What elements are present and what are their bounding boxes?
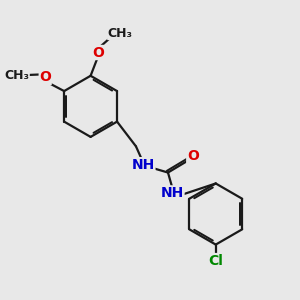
Text: O: O [92, 46, 104, 59]
Text: NH: NH [161, 186, 184, 200]
Text: O: O [187, 149, 199, 163]
Text: O: O [39, 70, 51, 84]
Text: CH₃: CH₃ [4, 69, 29, 82]
Text: NH: NH [132, 158, 155, 172]
Text: CH₃: CH₃ [108, 26, 133, 40]
Text: Cl: Cl [208, 254, 223, 268]
